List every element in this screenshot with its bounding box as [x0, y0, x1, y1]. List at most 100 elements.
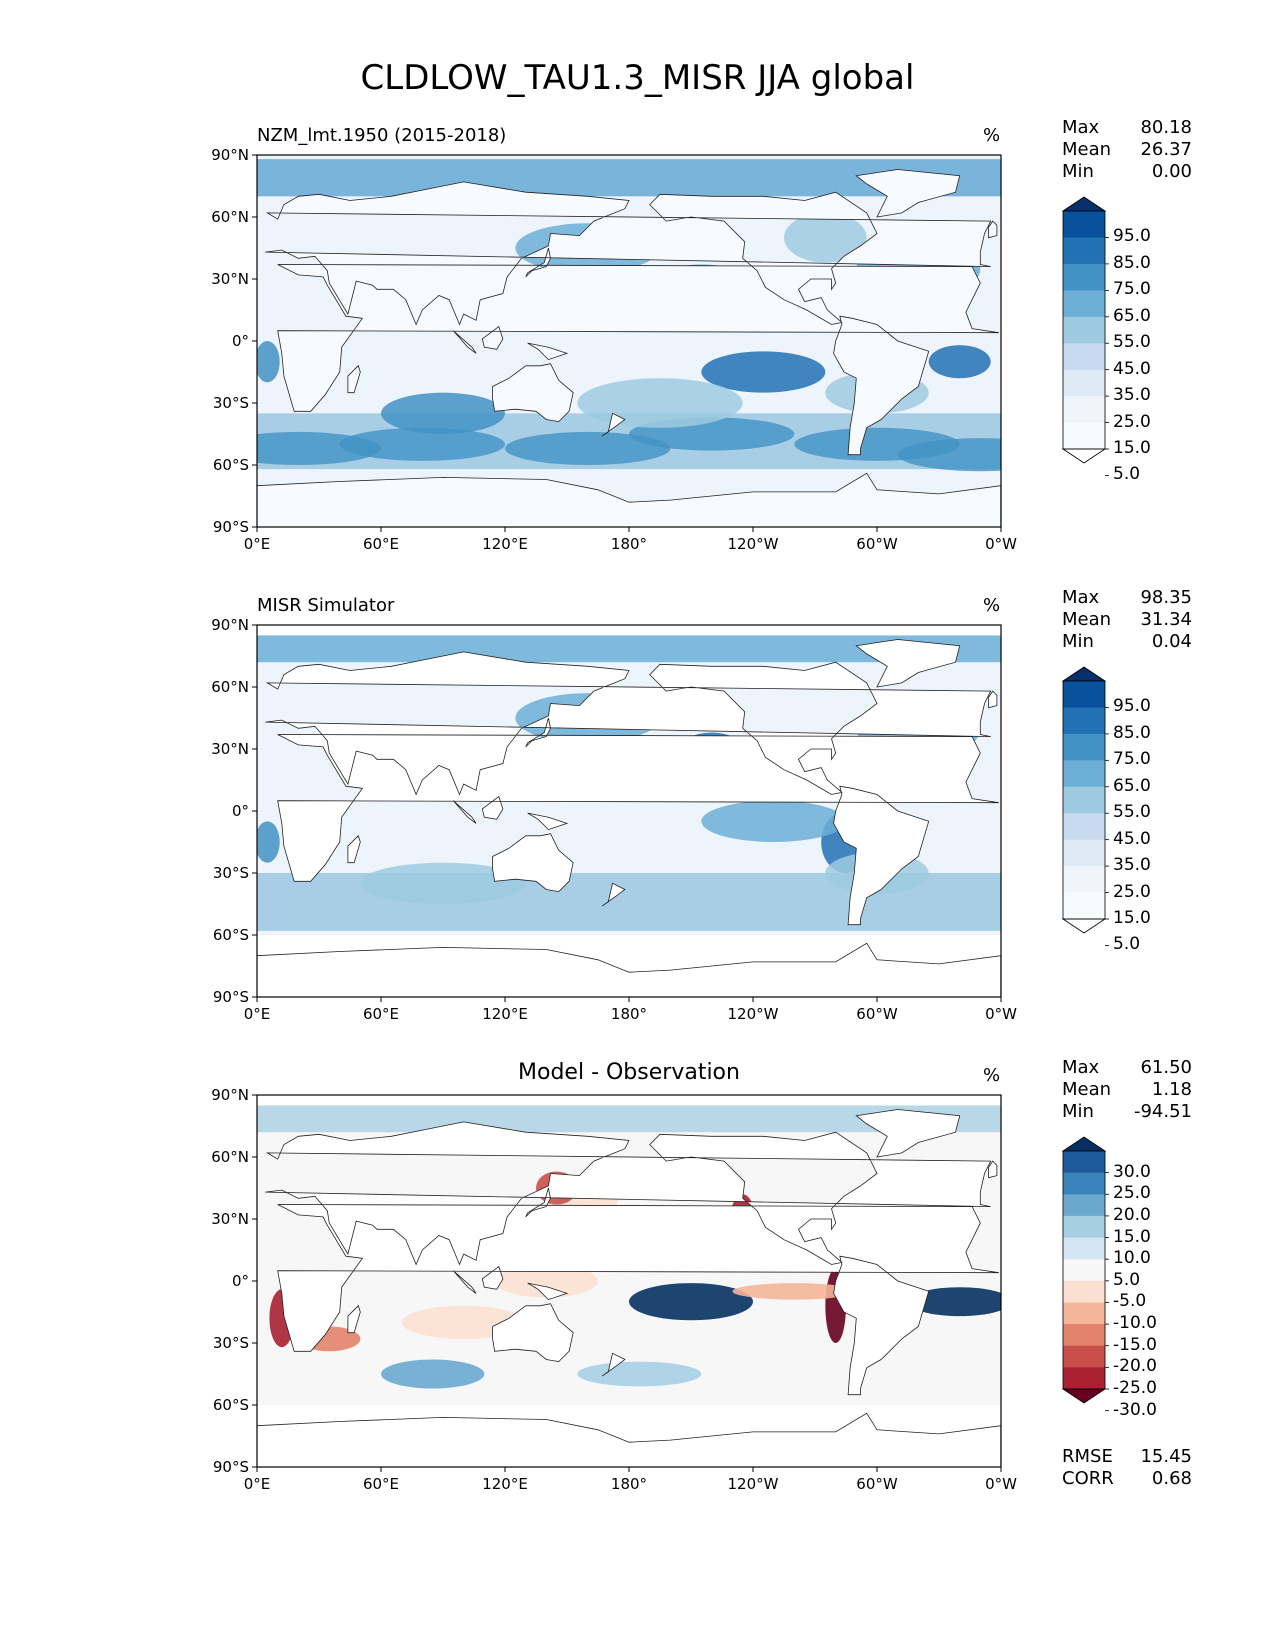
colorbar-label: 5.0	[1113, 934, 1141, 955]
field-blob	[494, 1264, 598, 1298]
lat-tick-label: 30°N	[211, 1210, 249, 1228]
stat-row-max: Max 80.18	[1062, 117, 1192, 139]
colorbar-segment	[1063, 707, 1105, 735]
lat-tick-label: 90°S	[212, 988, 249, 1006]
field-blob	[908, 1287, 1001, 1317]
colorbar-segment	[1063, 1237, 1105, 1260]
lon-tick-label: 0°E	[243, 1475, 271, 1493]
stat-value: 0.00	[1151, 161, 1192, 182]
colorbar-segment	[1063, 866, 1105, 894]
stat-value: 0.04	[1151, 631, 1192, 652]
field-blob	[381, 392, 505, 435]
stat-row-max: Max 98.35	[1062, 587, 1192, 609]
metric-value: 15.45	[1140, 1446, 1192, 1467]
colorbar-segment	[1063, 813, 1105, 841]
colorbar-segment	[1063, 1151, 1105, 1174]
field-blob	[732, 1283, 857, 1300]
colorbar-label: -5.0	[1113, 1291, 1147, 1312]
colorbar-label: -30.0	[1113, 1399, 1157, 1420]
colorbar-label: 5.0	[1113, 1269, 1141, 1290]
colorbar-extend-min	[1061, 448, 1107, 464]
stat-row-max: Max 61.50	[1062, 1057, 1192, 1079]
lon-tick-label: 120°W	[727, 1005, 779, 1023]
stat-value: 26.37	[1140, 139, 1192, 160]
colorbar-segment	[1063, 1172, 1105, 1195]
stat-value: 80.18	[1140, 117, 1192, 138]
colorbar-segment	[1063, 1194, 1105, 1217]
stat-row-min: Min 0.04	[1062, 631, 1192, 653]
colorbar-segment	[1063, 290, 1105, 318]
lat-tick-label: 0°	[231, 332, 249, 350]
panel-unit: %	[983, 595, 1001, 616]
lon-tick-label: 120°W	[727, 1475, 779, 1493]
metrics-block: RMSE 15.45 CORR 0.68	[1062, 1446, 1192, 1490]
missing-data-north	[257, 1095, 1001, 1106]
metric-row-corr: CORR 0.68	[1062, 1468, 1192, 1490]
stat-value: -94.51	[1133, 1101, 1192, 1122]
colorbar-label: -20.0	[1113, 1356, 1157, 1377]
lat-tick-label: 90°S	[212, 1458, 249, 1476]
metric-label: RMSE	[1062, 1446, 1113, 1467]
colorbar-label: 75.0	[1113, 279, 1151, 300]
stat-label: Mean	[1062, 1079, 1112, 1100]
colorbar-label: 95.0	[1113, 696, 1151, 717]
field-blob	[928, 345, 991, 379]
colorbar-segment	[1063, 786, 1105, 814]
panel-unit: %	[983, 125, 1001, 146]
lat-tick-label: 0°	[231, 802, 249, 820]
lat-tick-label: 60°S	[212, 1396, 249, 1414]
colorbar-2	[1061, 666, 1109, 946]
lon-tick-label: 60°W	[856, 1475, 898, 1493]
field-blob	[701, 800, 847, 842]
panel-unit: %	[983, 1065, 1001, 1086]
colorbar-segment	[1063, 892, 1105, 920]
metric-row-rmse: RMSE 15.45	[1062, 1446, 1192, 1468]
colorbar-label: 5.0	[1113, 464, 1141, 485]
lon-tick-label: 0°W	[985, 535, 1017, 553]
colorbar-extend-min	[1061, 1388, 1107, 1404]
colorbar-label: 85.0	[1113, 722, 1151, 743]
colorbar-segment	[1063, 237, 1105, 265]
colorbar-label: 15.0	[1113, 908, 1151, 928]
colorbar-segment	[1063, 1280, 1105, 1303]
lat-tick-label: 30°N	[211, 740, 249, 758]
lat-tick-label: 60°N	[211, 1148, 249, 1166]
lon-tick-label: 120°E	[482, 535, 528, 553]
colorbar-segment	[1063, 422, 1105, 450]
figure-title: CLDLOW_TAU1.3_MISR JJA global	[360, 58, 915, 98]
field-blob	[360, 862, 526, 904]
stats-block: Max 98.35 Mean 31.34 Min 0.04	[1062, 587, 1192, 653]
colorbar-segment	[1063, 1345, 1105, 1368]
lon-tick-label: 120°E	[482, 1475, 528, 1493]
colorbar-label: 45.0	[1113, 828, 1151, 849]
field-layer-1	[257, 155, 1001, 527]
colorbar-segment	[1063, 263, 1105, 291]
colorbar-label: 45.0	[1113, 358, 1151, 379]
colorbar-frame	[1062, 1150, 1106, 1390]
lat-tick-label: 30°S	[212, 864, 249, 882]
colorbar-label: 10.0	[1113, 1248, 1151, 1269]
lon-tick-label: 60°E	[362, 535, 400, 553]
lon-tick-label: 0°W	[985, 1475, 1017, 1493]
lat-tick-label: 90°N	[211, 1086, 249, 1104]
colorbar-extend-max	[1061, 1136, 1107, 1152]
field-blob	[505, 431, 671, 465]
field-layer-2	[257, 625, 1001, 997]
colorbar-label: 85.0	[1113, 252, 1151, 273]
field-blob	[701, 351, 826, 393]
colorbar-label: 25.0	[1113, 411, 1151, 432]
coastline	[257, 1109, 1001, 1467]
field-layer-3	[257, 1095, 1001, 1467]
colorbar-label: 30.0	[1113, 1161, 1151, 1182]
lat-tick-label: 60°N	[211, 678, 249, 696]
lat-tick-label: 90°N	[211, 616, 249, 634]
colorbar-extend-max	[1061, 666, 1107, 682]
stat-row-min: Min -94.51	[1062, 1101, 1192, 1123]
stat-row-mean: Mean 1.18	[1062, 1079, 1192, 1101]
colorbar-extend-min	[1061, 918, 1107, 934]
field-blob	[339, 427, 505, 461]
lon-tick-label: 60°W	[856, 1005, 898, 1023]
colorbar-segment	[1063, 839, 1105, 867]
lat-tick-label: 90°S	[212, 518, 249, 536]
